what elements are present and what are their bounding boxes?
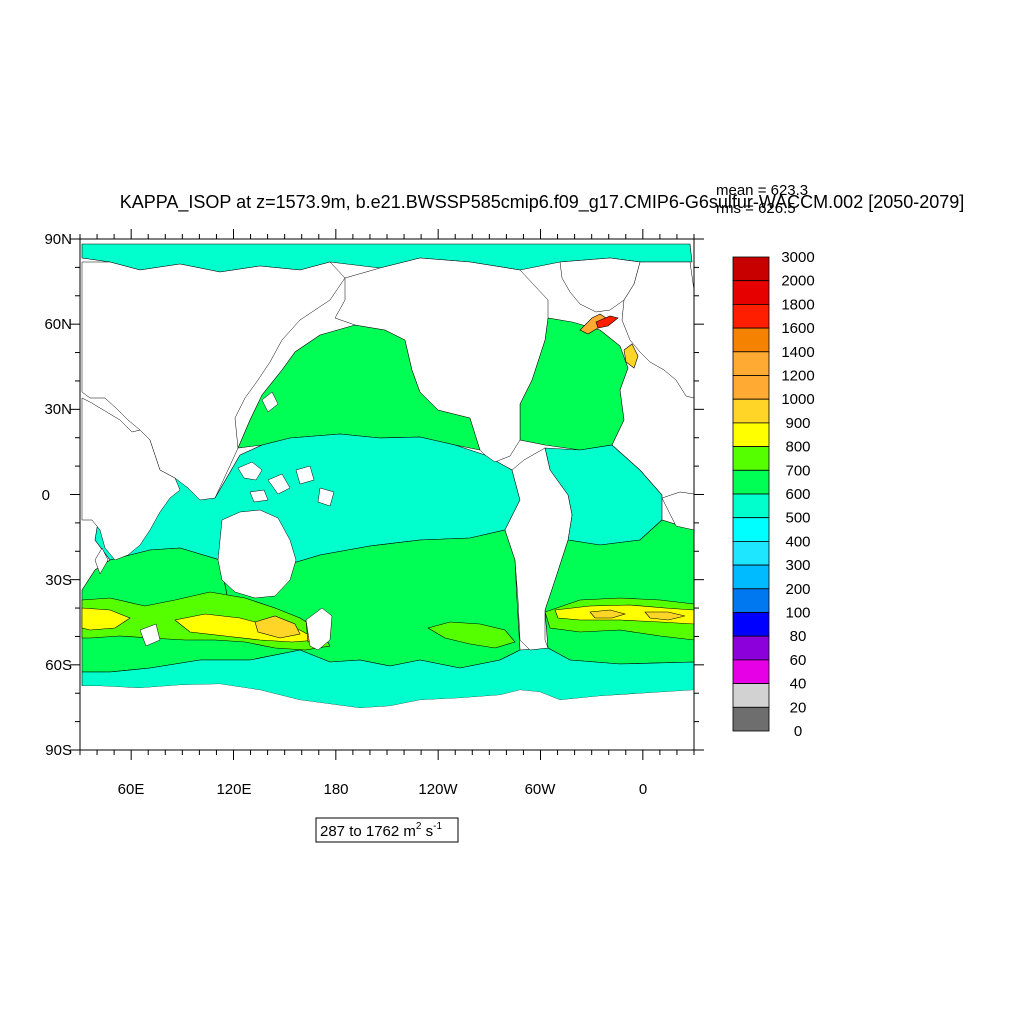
colorbar-box bbox=[732, 446, 770, 471]
colorbar-box bbox=[732, 683, 770, 708]
landmass-antarctica bbox=[80, 684, 694, 750]
landmass-maritime-continent bbox=[237, 461, 335, 507]
range-label-sup1: 2 bbox=[416, 821, 422, 832]
colorbar-box bbox=[732, 256, 770, 282]
rms-stat: rms = 626.5 bbox=[716, 200, 796, 217]
colorbar-box bbox=[732, 351, 770, 376]
lat-tick-label: 60N bbox=[44, 316, 72, 333]
colorbar-label: 1200 bbox=[781, 368, 814, 385]
island-new-zealand bbox=[305, 607, 333, 651]
colorbar-label: 700 bbox=[785, 462, 810, 479]
landmass-south-america bbox=[504, 447, 573, 651]
lat-tick-label: 90N bbox=[44, 231, 72, 248]
colorbar-label: 400 bbox=[785, 533, 810, 550]
colorbar-label: 800 bbox=[785, 439, 810, 456]
lon-tick-label: 60E bbox=[118, 781, 145, 798]
mean-stat: mean = 623.3 bbox=[716, 182, 808, 199]
plot-title: KAPPA_ISOP at z=1573.9m, b.e21.BWSSP585c… bbox=[120, 192, 965, 213]
colorbar-box bbox=[732, 564, 770, 590]
lat-tick-label: 30N bbox=[44, 401, 72, 418]
map-ticks bbox=[70, 229, 704, 760]
lon-tick-label: 180 bbox=[323, 781, 348, 798]
landmass-australia bbox=[217, 509, 297, 599]
colorbar-labels: 3000200018001600140012001000900800700600… bbox=[781, 249, 814, 740]
colorbar-label: 200 bbox=[785, 581, 810, 598]
colorbar-label: 1000 bbox=[781, 391, 814, 408]
range-label-sup2: -1 bbox=[433, 821, 442, 832]
colorbar-label: 40 bbox=[790, 676, 807, 693]
lat-tick-label: 90S bbox=[45, 742, 72, 759]
colorbar-box bbox=[732, 659, 770, 685]
colorbar: 3000200018001600140012001000900800700600… bbox=[732, 249, 815, 740]
lon-axis: 60E 120E 180 120W 60W 0 bbox=[118, 781, 648, 798]
lon-tick-label: 60W bbox=[525, 781, 557, 798]
colorbar-label: 100 bbox=[785, 605, 810, 622]
colorbar-box bbox=[732, 612, 770, 637]
lon-tick-label: 120E bbox=[216, 781, 251, 798]
colorbar-label: 3000 bbox=[781, 249, 814, 266]
colorbar-label: 80 bbox=[790, 628, 807, 645]
colorbar-box bbox=[732, 469, 770, 495]
range-label-mid: s bbox=[421, 823, 433, 840]
colorbar-label: 900 bbox=[785, 415, 810, 432]
map-panel: 90N 60N 30N 0 30S 60S 90S 60E 120E 180 1… bbox=[42, 229, 704, 798]
colorbar-label: 300 bbox=[785, 557, 810, 574]
landmass-eurasia bbox=[81, 261, 694, 501]
range-label-text: 287 to 1762 m2 s-1 bbox=[320, 821, 442, 840]
lat-axis: 90N 60N 30N 0 30S 60S 90S bbox=[42, 231, 72, 759]
colorbar-box bbox=[732, 517, 770, 542]
lat-tick-label: 60S bbox=[45, 657, 72, 674]
colorbar-box bbox=[732, 588, 770, 613]
contour-900-indian bbox=[254, 615, 301, 639]
colorbar-label: 20 bbox=[790, 699, 807, 716]
landmass-north-america bbox=[334, 257, 549, 463]
colorbar-box bbox=[732, 303, 770, 329]
landmass-africa bbox=[81, 397, 694, 561]
contour-700-pacific bbox=[427, 621, 516, 649]
contour-900-atlantic bbox=[589, 609, 686, 621]
colorbar-box bbox=[732, 422, 770, 447]
colorbar-label: 1800 bbox=[781, 296, 814, 313]
colorbar-label: 1600 bbox=[781, 320, 814, 337]
island-madagascar bbox=[94, 547, 109, 575]
landmass-greenland bbox=[559, 257, 641, 313]
colorbar-label: 1400 bbox=[781, 344, 814, 361]
lon-tick-label: 0 bbox=[639, 781, 647, 798]
colorbar-label: 2000 bbox=[781, 273, 814, 290]
colorbar-label: 0 bbox=[794, 723, 802, 740]
range-label-box: 287 to 1762 m2 s-1 bbox=[315, 817, 459, 843]
colorbar-box bbox=[732, 280, 770, 305]
colorbar-label: 60 bbox=[790, 652, 807, 669]
colorbar-boxes bbox=[732, 256, 770, 732]
contour-high-greenland-red bbox=[595, 315, 619, 329]
colorbar-box bbox=[732, 635, 770, 661]
island-antarctic-peninsula bbox=[139, 623, 161, 647]
colorbar-box bbox=[732, 541, 770, 566]
lat-tick-label: 0 bbox=[42, 487, 50, 504]
range-label-prefix: 287 to 1762 m bbox=[320, 823, 416, 840]
lon-tick-label: 120W bbox=[418, 781, 458, 798]
colorbar-box bbox=[732, 493, 770, 519]
contour-high-norway bbox=[623, 343, 639, 369]
colorbar-box bbox=[732, 327, 770, 353]
range-label-frame bbox=[315, 817, 459, 843]
colorbar-label: 500 bbox=[785, 510, 810, 527]
colorbar-box bbox=[732, 375, 770, 400]
colorbar-box bbox=[732, 398, 770, 424]
lat-tick-label: 30S bbox=[45, 572, 72, 589]
colorbar-label: 600 bbox=[785, 486, 810, 503]
island-japan bbox=[261, 391, 279, 413]
colorbar-box bbox=[732, 706, 770, 732]
